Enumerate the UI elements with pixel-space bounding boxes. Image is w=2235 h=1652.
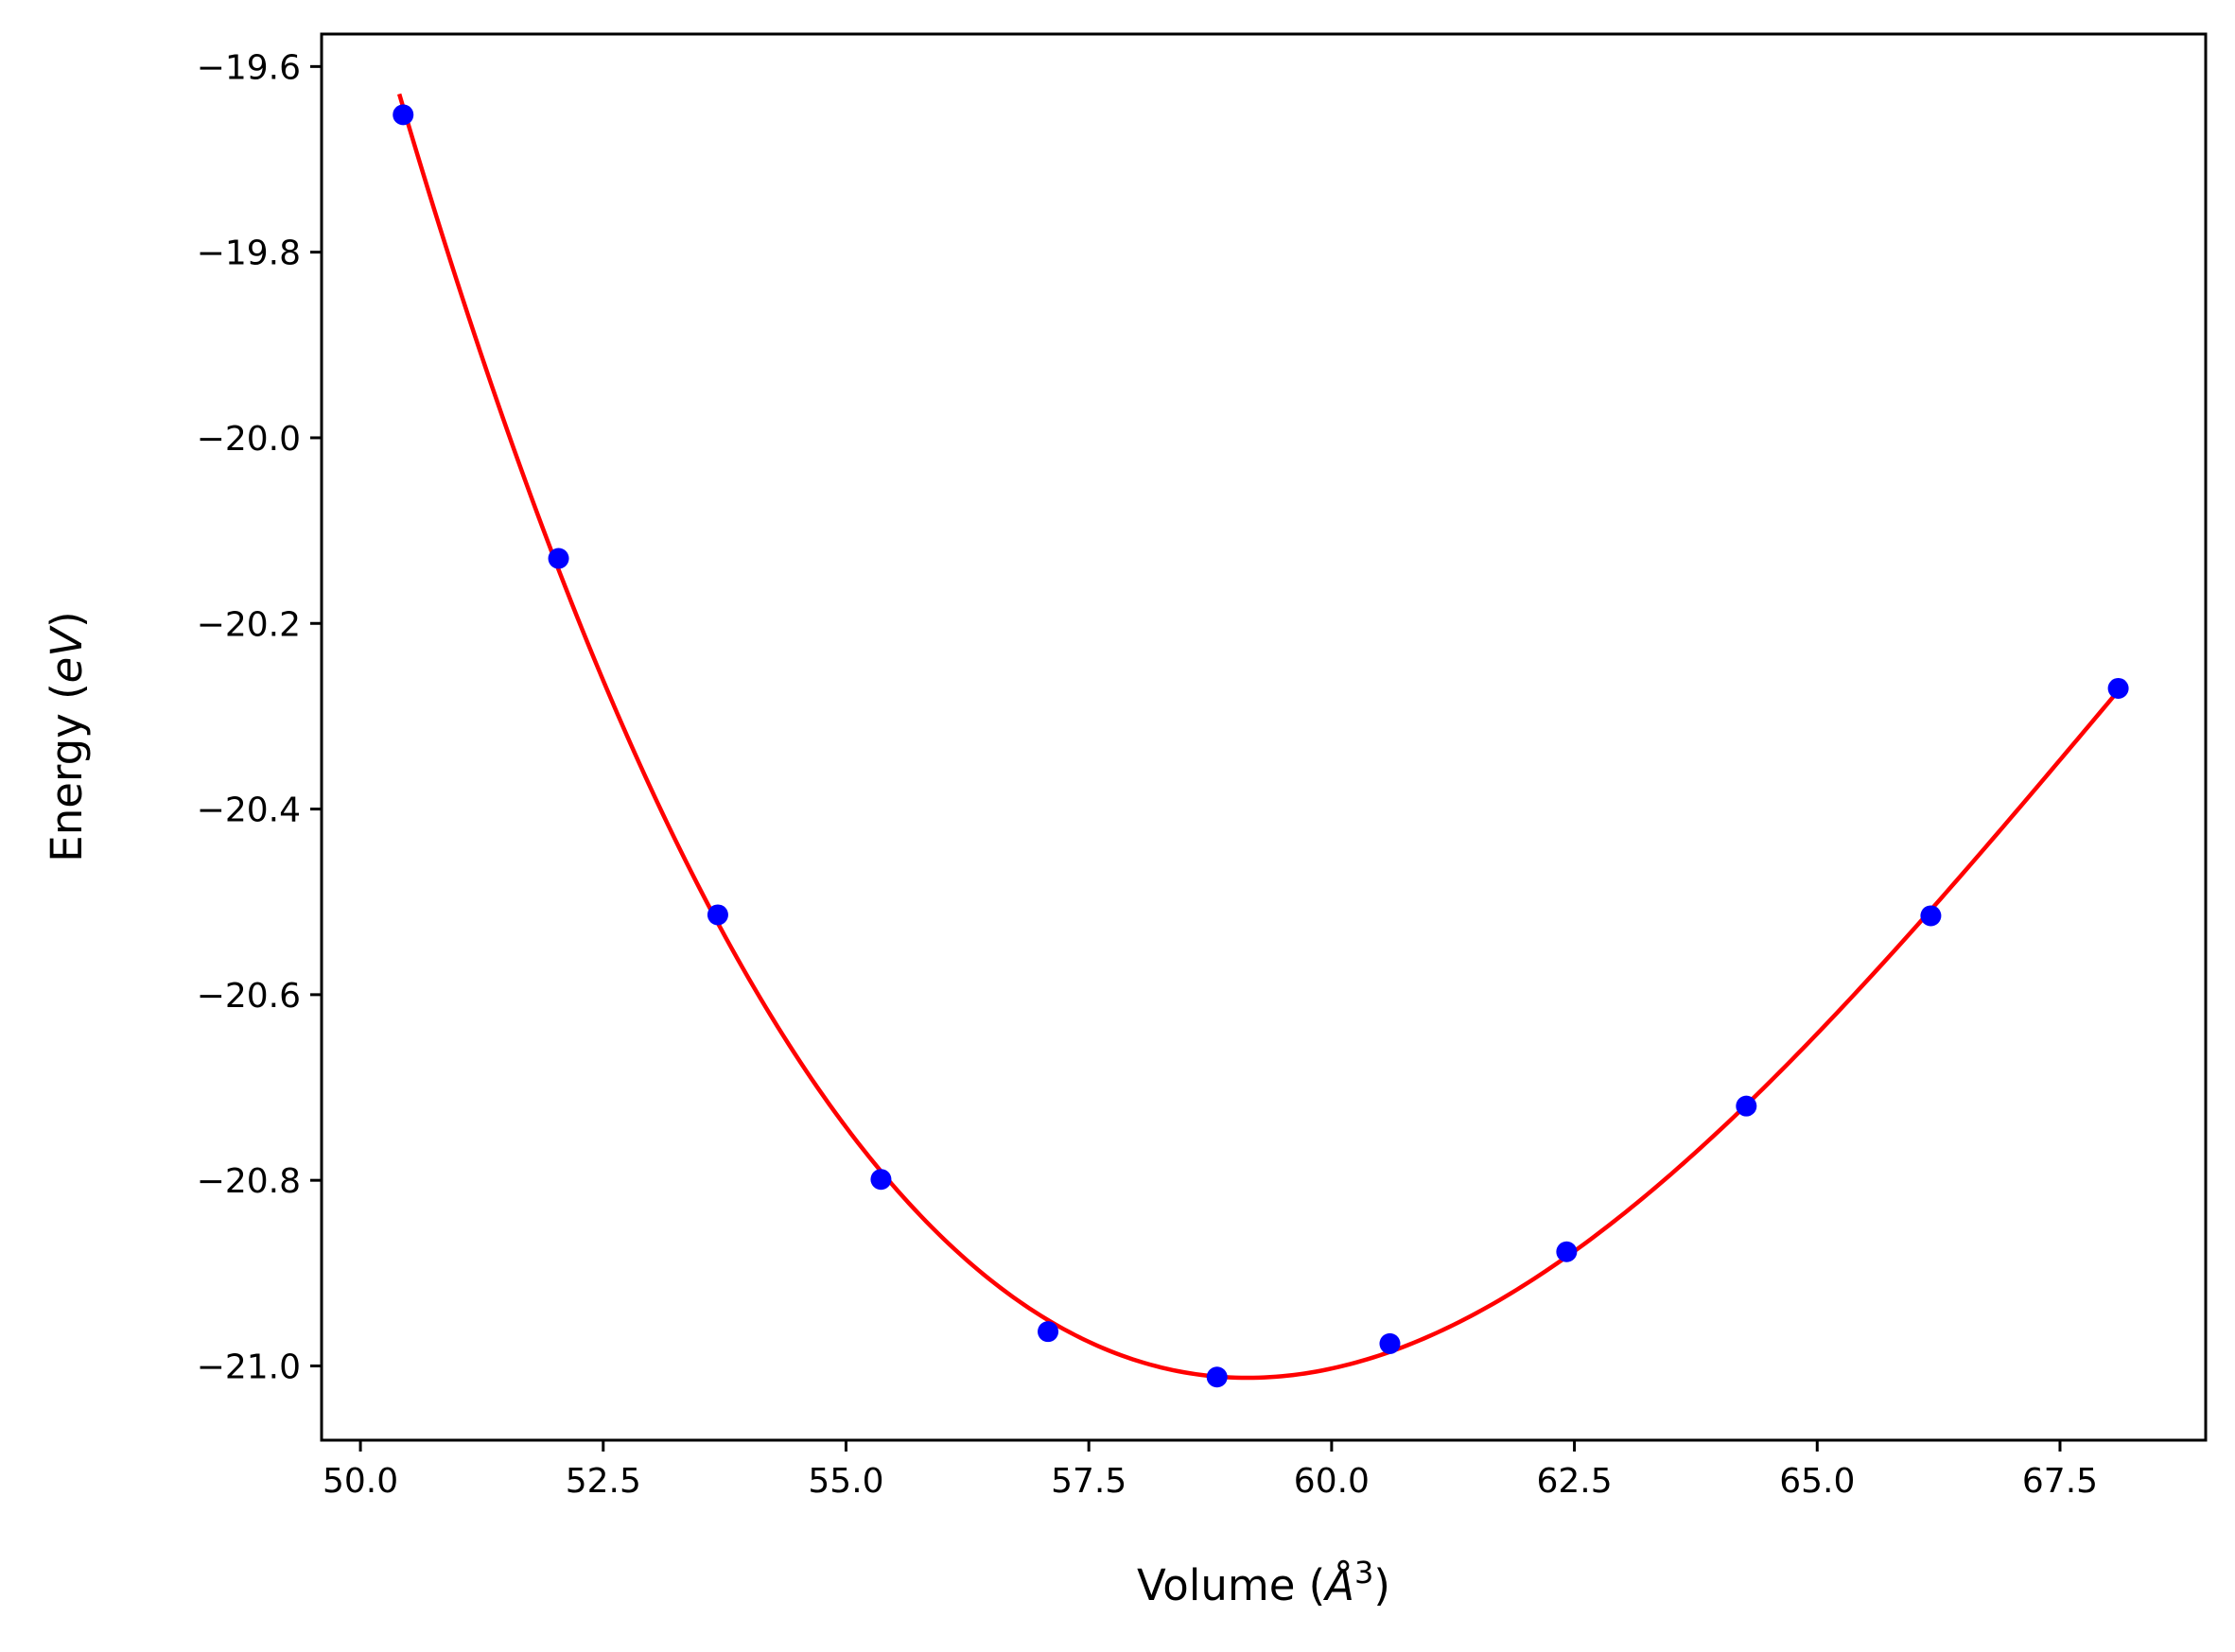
x-tick-label: 65.0 (1779, 1462, 1855, 1501)
y-tick-label: −19.6 (197, 48, 301, 87)
data-point (1556, 1241, 1578, 1262)
axes-frame (320, 32, 2208, 1442)
data-point (707, 904, 728, 926)
data-point (1736, 1095, 1757, 1117)
x-axis: 50.0 52.5 55.0 57.5 60.0 62.5 65.0 67.5 (323, 1440, 2098, 1501)
x-tick-label: 50.0 (323, 1462, 398, 1501)
x-axis-label-symbol: Å (1322, 1560, 1354, 1610)
y-tick-label: −20.4 (197, 791, 301, 830)
y-tick-label: −20.2 (197, 605, 301, 644)
data-point (393, 104, 414, 126)
x-tick-label: 57.5 (1051, 1462, 1126, 1501)
x-tick-label: 60.0 (1294, 1462, 1370, 1501)
x-axis-label-suffix: ) (1373, 1560, 1390, 1610)
data-point (1920, 905, 1942, 927)
x-axis-label-exponent: 3 (1354, 1555, 1373, 1591)
x-tick-label: 62.5 (1536, 1462, 1612, 1501)
y-axis-label-suffix: ) (42, 611, 92, 628)
data-point (1206, 1366, 1228, 1388)
x-tick-label: 55.0 (808, 1462, 883, 1501)
y-axis-label-prefix: Energy ( (42, 683, 92, 861)
y-tick-label: −19.8 (197, 235, 301, 273)
data-point (1379, 1332, 1401, 1354)
data-point (2107, 677, 2129, 699)
plot-area (393, 93, 2129, 1388)
x-axis-label: Volume (Å3) (1137, 1555, 1390, 1610)
y-tick-label: −20.0 (197, 420, 301, 459)
x-tick-label: 52.5 (566, 1462, 641, 1501)
x-tick-label: 67.5 (2022, 1462, 2098, 1501)
y-tick-label: −20.6 (197, 977, 301, 1016)
y-axis-label: Energy (eV) (42, 611, 92, 861)
y-axis-label-unit: eV (42, 625, 92, 684)
fit-curve-line (396, 93, 2121, 1381)
data-point (870, 1169, 892, 1191)
y-tick-label: −21.0 (197, 1348, 301, 1386)
x-axis-label-prefix: Volume ( (1137, 1560, 1325, 1610)
y-tick-label: −20.8 (197, 1162, 301, 1201)
data-point (1038, 1321, 1059, 1343)
y-axis: −19.6 −19.8 −20.0 −20.2 −20.4 −20.6 −20.8 −21.0 (197, 48, 322, 1386)
data-point (548, 548, 569, 569)
